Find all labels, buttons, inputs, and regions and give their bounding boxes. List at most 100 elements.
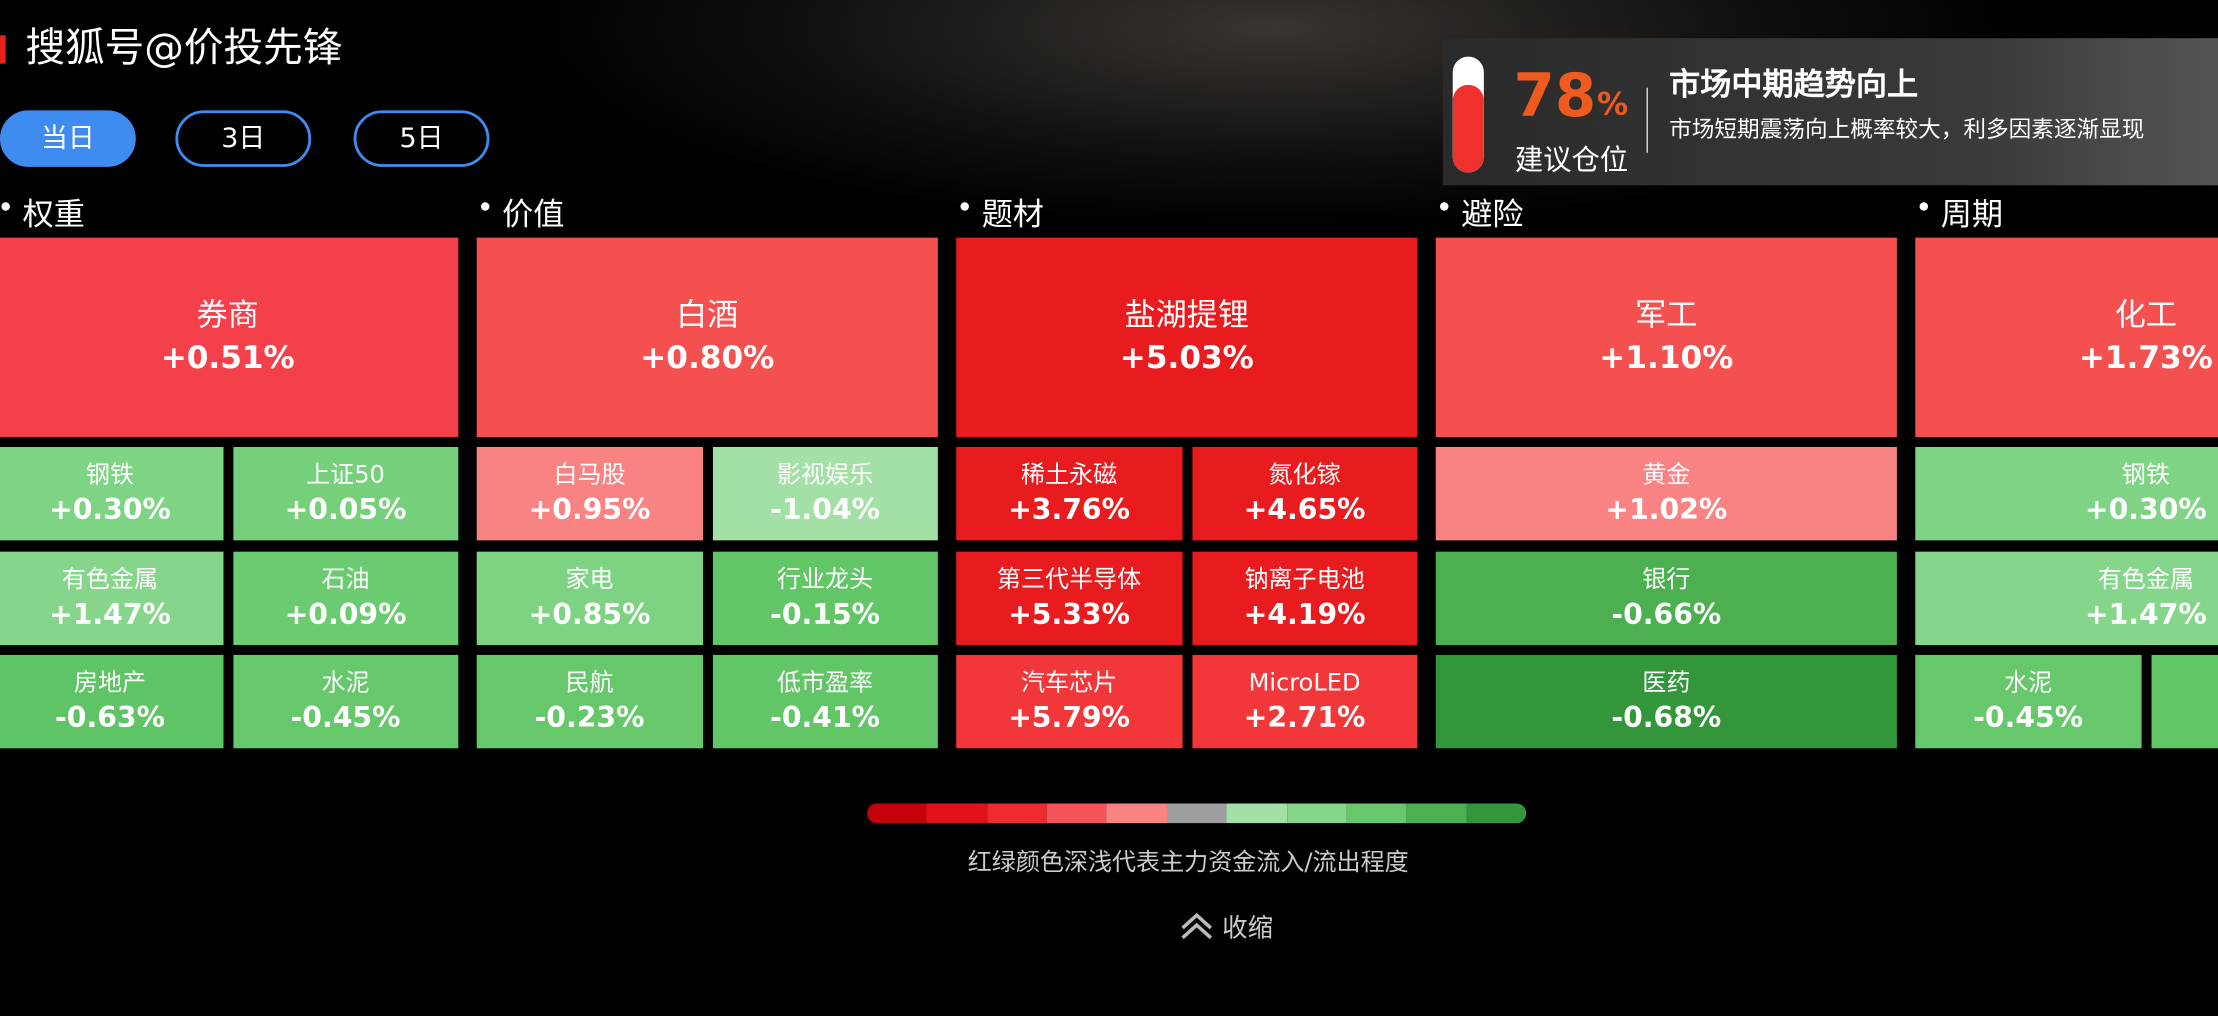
sector-tile[interactable]: 白酒 +0.80% bbox=[476, 237, 938, 438]
accent-bar bbox=[0, 35, 6, 64]
sector-change: -0.45% bbox=[290, 700, 401, 735]
bullet bbox=[1440, 202, 1449, 211]
sector-tile[interactable]: 券商 +0.51% bbox=[0, 237, 459, 438]
sector-change: +1.47% bbox=[2084, 596, 2207, 631]
position-percent: 78 bbox=[1513, 60, 1597, 131]
sector-tile[interactable]: 钢铁 +0.30% bbox=[0, 446, 223, 541]
legend-swatch bbox=[1406, 803, 1467, 824]
sector-change: -0.68% bbox=[1611, 700, 1722, 735]
sector-name: 影视娱乐 bbox=[776, 461, 874, 490]
sector-name: 军工 bbox=[1635, 297, 1698, 334]
sector-tile[interactable]: 钢铁 +0.30% bbox=[1915, 446, 2218, 541]
sector-name: 医药 bbox=[1642, 669, 1691, 698]
sector-change: -0.41% bbox=[770, 700, 880, 735]
sector-change: +5.79% bbox=[1008, 700, 1130, 735]
position-unit: % bbox=[1597, 87, 1629, 124]
sector-name: 低市盈率 bbox=[776, 669, 874, 698]
sector-change: +1.10% bbox=[1599, 340, 1734, 376]
sector-tile[interactable] bbox=[2150, 654, 2218, 749]
sector-name: 钠离子电池 bbox=[1244, 565, 1365, 595]
group-label: 题材 bbox=[981, 198, 1044, 234]
sector-change: +0.30% bbox=[49, 492, 171, 527]
sector-change: -1.04% bbox=[770, 492, 880, 527]
sector-change: +0.51% bbox=[160, 340, 295, 376]
sector-tile[interactable]: 钠离子电池 +4.19% bbox=[1191, 551, 1418, 646]
tab[interactable]: 3日 bbox=[175, 110, 312, 167]
position-label: 建议仓位 bbox=[1514, 142, 1629, 177]
sector-tile[interactable]: 军工 +1.10% bbox=[1435, 237, 1897, 438]
sector-name: 有色金属 bbox=[61, 565, 159, 595]
sector-name: 盐湖提锂 bbox=[1124, 297, 1250, 334]
sector-change: +0.85% bbox=[528, 596, 651, 631]
sector-tile[interactable]: 盐湖提锂 +5.03% bbox=[956, 237, 1418, 438]
sector-change: -0.23% bbox=[534, 700, 645, 735]
sector-tile[interactable]: 水泥 -0.45% bbox=[232, 654, 459, 749]
sector-tile[interactable]: 水泥 -0.45% bbox=[1915, 654, 2141, 749]
sector-tile[interactable]: 第三代半导体 +5.33% bbox=[956, 551, 1182, 646]
sector-name: 氮化镓 bbox=[1268, 461, 1341, 490]
sector-tile[interactable]: 有色金属 +1.47% bbox=[0, 551, 223, 646]
sector-name: 第三代半导体 bbox=[996, 565, 1142, 595]
sector-name: 化工 bbox=[2114, 297, 2177, 334]
sector-change: +5.33% bbox=[1008, 596, 1130, 631]
sector-tile[interactable]: 行业龙头 -0.15% bbox=[712, 551, 938, 646]
sector-change: +1.47% bbox=[49, 596, 171, 631]
watermark: 搜狐号@价投先锋 bbox=[25, 24, 343, 71]
sector-name: MicroLED bbox=[1248, 669, 1361, 698]
sector-tile[interactable]: 石油 +0.09% bbox=[232, 551, 459, 646]
sector-name: 家电 bbox=[565, 565, 614, 595]
sector-name: 水泥 bbox=[321, 669, 370, 698]
bullet bbox=[480, 202, 490, 211]
sector-name: 汽车芯片 bbox=[1020, 669, 1118, 698]
collapse-button[interactable]: 收缩 bbox=[1222, 913, 1274, 944]
sector-change: +4.19% bbox=[1243, 596, 1366, 631]
sector-tile[interactable]: 低市盈率 -0.41% bbox=[712, 654, 938, 749]
sector-name: 有色金属 bbox=[2097, 565, 2194, 595]
sector-name: 券商 bbox=[196, 297, 259, 334]
sector-name: 上证50 bbox=[306, 461, 385, 490]
group-label: 避险 bbox=[1461, 198, 1524, 234]
collapse-icon[interactable] bbox=[1180, 908, 1214, 940]
bullet bbox=[1919, 202, 1929, 211]
sector-tile[interactable]: 房地产 -0.63% bbox=[0, 654, 223, 749]
sector-name: 钢铁 bbox=[2121, 461, 2170, 490]
sector-tile[interactable]: 影视娱乐 -1.04% bbox=[712, 446, 938, 541]
thermometer bbox=[1452, 56, 1484, 173]
sector-tile[interactable]: 化工 +1.73% bbox=[1915, 237, 2218, 438]
divider bbox=[1646, 87, 1648, 153]
sector-tile[interactable]: 稀土永磁 +3.76% bbox=[956, 446, 1182, 541]
sector-tile[interactable]: 家电 +0.85% bbox=[476, 551, 703, 646]
sector-change: +0.95% bbox=[528, 492, 651, 527]
sector-name: 稀土永磁 bbox=[1020, 461, 1118, 490]
group-label: 价值 bbox=[502, 198, 565, 234]
sector-tile[interactable]: 汽车芯片 +5.79% bbox=[956, 654, 1182, 749]
sector-change: +0.09% bbox=[284, 596, 407, 631]
sector-tile[interactable]: 民航 -0.23% bbox=[476, 654, 703, 749]
sector-tile[interactable]: 黄金 +1.02% bbox=[1435, 446, 1897, 541]
sector-name: 白酒 bbox=[676, 297, 739, 334]
legend-swatch bbox=[1106, 803, 1167, 824]
sector-tile[interactable]: 上证50 +0.05% bbox=[232, 446, 459, 541]
bullet bbox=[1, 202, 10, 211]
color-legend bbox=[867, 803, 1527, 824]
sector-change: +0.30% bbox=[2084, 492, 2207, 527]
legend-swatch bbox=[1166, 803, 1227, 824]
sector-tile[interactable]: 医药 -0.68% bbox=[1435, 654, 1897, 749]
legend-swatch bbox=[867, 803, 928, 824]
sector-change: -0.66% bbox=[1611, 596, 1722, 631]
sector-tile[interactable]: 白马股 +0.95% bbox=[476, 446, 703, 541]
sector-tile[interactable]: 氮化镓 +4.65% bbox=[1191, 446, 1418, 541]
sector-change: +4.65% bbox=[1243, 492, 1366, 527]
sector-tile[interactable]: 有色金属 +1.47% bbox=[1915, 551, 2218, 646]
legend-swatch bbox=[1346, 803, 1407, 824]
sector-change: +0.80% bbox=[640, 340, 775, 376]
sector-tile[interactable]: 银行 -0.66% bbox=[1435, 551, 1897, 646]
sector-tile[interactable]: MicroLED +2.71% bbox=[1191, 654, 1418, 749]
tab[interactable]: 5日 bbox=[353, 110, 490, 167]
sector-change: +1.02% bbox=[1605, 492, 1728, 527]
legend-swatch bbox=[986, 803, 1047, 824]
tab[interactable]: 当日 bbox=[0, 110, 136, 167]
sector-name: 石油 bbox=[321, 565, 370, 595]
